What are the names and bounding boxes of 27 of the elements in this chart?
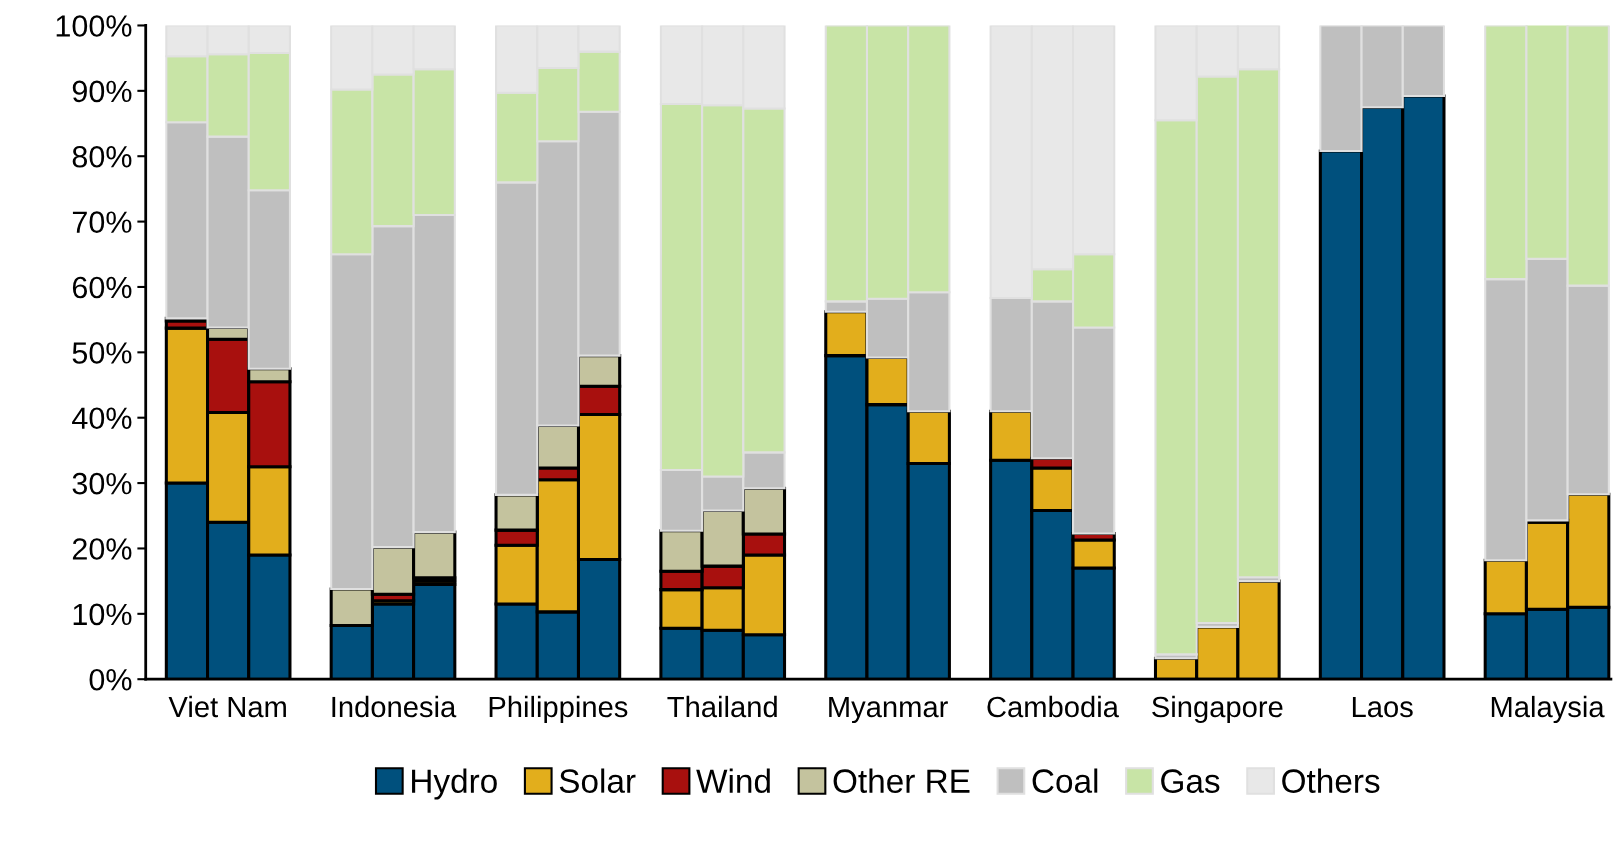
x-tick-label: Laos — [1352, 696, 1413, 718]
legend-label: Coal — [1032, 768, 1098, 793]
legend-label: Hydro — [412, 768, 497, 800]
x-tick-label: Thailand — [667, 695, 777, 718]
y-tick-label: 10% — [73, 603, 132, 626]
legend-label: Solar — [559, 768, 636, 793]
x-tick-label: Philippines — [489, 695, 628, 724]
legend-label: Gas — [1161, 769, 1220, 793]
x-tick-label: Singapore — [1152, 695, 1283, 724]
y-tick-label: 100% — [56, 15, 132, 37]
x-tick-label: Myanmar — [829, 696, 948, 724]
x-tick-label: Cambodia — [987, 695, 1119, 718]
y-tick-label: 60% — [72, 276, 132, 299]
y-tick-label: 20% — [72, 538, 132, 560]
y-tick-label: 30% — [72, 472, 132, 495]
legend-label: Wind — [696, 768, 770, 793]
y-tick-label: 80% — [72, 145, 132, 168]
x-tick-label: Indonesia — [332, 695, 457, 718]
y-tick-label: 50% — [72, 342, 132, 364]
x-tick-label: Malaysia — [1491, 695, 1605, 724]
y-tick-label: 0% — [89, 668, 132, 691]
legend-label: Other RE — [833, 768, 970, 793]
y-tick-label: 40% — [72, 407, 132, 430]
legend-label: Others — [1282, 768, 1380, 793]
y-tick-label: 70% — [72, 211, 132, 233]
y-tick-label: 90% — [72, 80, 132, 103]
x-tick-label: Viet Nam — [168, 695, 286, 718]
